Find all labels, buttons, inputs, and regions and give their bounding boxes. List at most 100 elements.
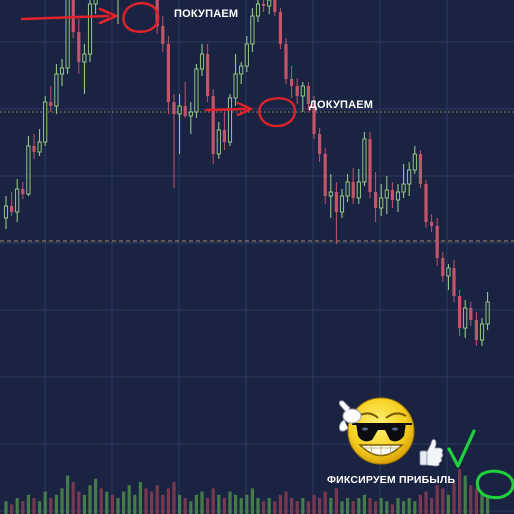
candle — [479, 318, 485, 346]
candle — [278, 8, 282, 49]
candle — [239, 62, 244, 84]
volume-bar — [194, 494, 198, 514]
candle-body — [334, 192, 338, 212]
candle — [49, 86, 53, 112]
candle-body — [161, 26, 165, 44]
candle-body — [59, 67, 65, 75]
candle-body — [458, 296, 462, 328]
add-marker — [204, 97, 297, 128]
volume-bar — [43, 491, 47, 514]
volume-bar — [206, 498, 210, 514]
candle — [250, 8, 255, 52]
candle — [351, 168, 355, 204]
volume-bar — [110, 494, 114, 514]
volume-bar — [284, 491, 288, 514]
candle-body — [3, 205, 9, 219]
candle — [255, 0, 261, 22]
candle-body — [284, 44, 288, 79]
candle-body — [188, 111, 193, 117]
volume-bar — [138, 482, 142, 514]
candle-body — [474, 320, 478, 340]
candle-body — [323, 154, 327, 196]
volume-bar — [334, 488, 338, 514]
candle — [77, 19, 81, 74]
volume-bar — [222, 498, 226, 514]
volume-bar — [452, 482, 456, 514]
volume-bar — [469, 485, 473, 514]
candle-body — [233, 73, 238, 99]
candle — [312, 96, 316, 139]
candle-body — [424, 184, 428, 222]
candle-body — [374, 192, 378, 208]
candle-body — [199, 53, 205, 70]
volume-bar — [54, 494, 58, 514]
candle-body — [306, 86, 310, 104]
candle-body — [216, 129, 221, 155]
circle-marker-icon — [122, 2, 160, 33]
candle — [339, 189, 345, 218]
candle — [401, 164, 406, 198]
reference-levels — [0, 111, 514, 242]
volume-bar — [458, 469, 462, 514]
candle — [458, 290, 462, 336]
candle-body — [300, 85, 305, 97]
candle — [362, 132, 367, 186]
candle-body — [206, 54, 210, 96]
volume-bar — [15, 498, 19, 514]
add-annotation-label: ДОКУПАЕМ — [309, 99, 374, 111]
candle-body — [356, 181, 361, 199]
volume-bar — [390, 504, 394, 514]
candle-body — [244, 43, 249, 67]
volume-bar — [82, 494, 86, 514]
volume-bar — [77, 491, 81, 514]
volume-bar — [362, 494, 366, 514]
candle — [227, 94, 233, 146]
volume-bar — [178, 494, 182, 514]
candle — [469, 302, 473, 326]
volume-bar — [351, 501, 355, 514]
volume-bar — [150, 491, 154, 514]
candle — [59, 59, 65, 86]
candle — [356, 169, 361, 204]
candle — [407, 162, 412, 196]
candle — [300, 82, 305, 112]
candle-body — [435, 226, 439, 258]
candle — [26, 136, 31, 196]
candle — [390, 182, 394, 208]
volume-bar — [486, 494, 490, 514]
candle-body — [21, 189, 25, 194]
buy-annotation-label: ПОКУПАЕМ — [174, 8, 239, 20]
volume-bar — [245, 494, 249, 514]
candle — [452, 260, 456, 302]
candle — [384, 176, 389, 214]
volume-bar — [21, 501, 25, 514]
candle — [65, 0, 70, 74]
volume-bar — [60, 488, 64, 514]
candle-body — [82, 53, 87, 63]
candle-body — [379, 197, 384, 209]
candle-body — [328, 191, 333, 197]
candle — [199, 44, 205, 76]
volume-bar — [374, 501, 378, 514]
candle-body — [37, 141, 42, 153]
candle-body — [469, 308, 473, 320]
candle — [244, 36, 249, 72]
candle — [71, 0, 75, 38]
sunglasses-smiley-icon — [338, 397, 415, 465]
volume-bar — [430, 498, 434, 514]
candle — [188, 102, 193, 134]
volume-bar — [318, 498, 322, 514]
candle — [15, 179, 20, 222]
volume-bar — [402, 501, 406, 514]
candle-body — [290, 79, 294, 86]
volume-bar — [155, 485, 159, 514]
candle-body — [351, 182, 355, 198]
candle — [183, 82, 187, 118]
candle-body — [418, 154, 422, 184]
candle — [446, 264, 451, 290]
candle-body — [384, 189, 389, 199]
candle-body — [339, 195, 345, 213]
volume-bar — [211, 488, 215, 514]
candle — [93, 0, 98, 14]
